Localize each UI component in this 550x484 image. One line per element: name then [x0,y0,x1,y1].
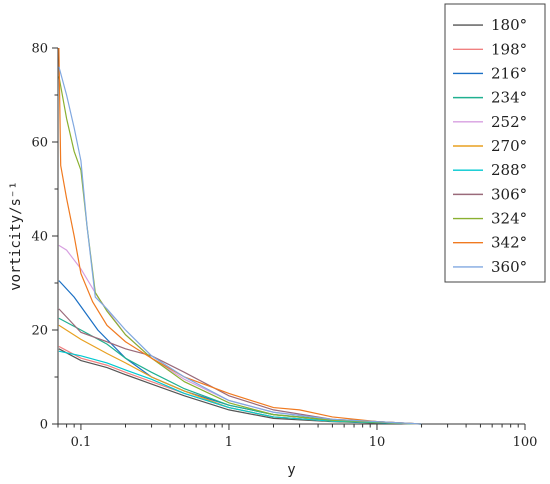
series-line-9 [58,47,422,425]
series-line-7 [58,308,422,425]
x-tick-label-3: 100 [513,435,538,450]
x-tick-label-0: 0.1 [71,435,92,450]
series-line-10 [58,66,422,425]
legend-label-1: 198° [491,40,527,58]
series-line-0 [58,348,422,425]
x-axis-ticks: 0.1 1 10 100 [57,424,538,450]
series-line-2 [58,280,422,425]
legend-label-4: 252° [491,113,527,131]
chart-legend: 180° 198° 216° 234° 252° 270° 288° 306° 324° 342°… [444,3,546,283]
legend-label-7: 306° [491,185,527,203]
legend-box [444,3,546,283]
plot-area [57,47,525,425]
x-tick-label-1: 1 [225,435,233,450]
y-axis-ticks: 0 20 40 60 80 [31,42,58,433]
x-tick-label-2: 10 [369,435,386,450]
series-line-8 [58,76,422,425]
legend-label-0: 180° [491,16,527,34]
legend-label-2: 216° [491,64,527,82]
series-line-6 [58,350,422,425]
y-tick-label-3: 60 [31,136,48,151]
legend-label-10: 360° [491,258,527,276]
legend-label-3: 234° [491,89,527,107]
legend-label-8: 324° [491,210,527,228]
y-tick-label-0: 0 [40,418,48,433]
legend-label-9: 342° [491,234,527,252]
y-tick-label-1: 20 [31,324,48,339]
legend-label-5: 270° [491,137,527,155]
y-tick-label-4: 80 [31,42,48,57]
series-line-5 [58,324,422,425]
x-axis-title: y [287,462,295,478]
y-axis-title: vorticity/s⁻¹ [8,181,24,291]
y-tick-label-2: 40 [31,230,48,245]
series-line-3 [58,317,422,425]
legend-label-6: 288° [491,161,527,179]
